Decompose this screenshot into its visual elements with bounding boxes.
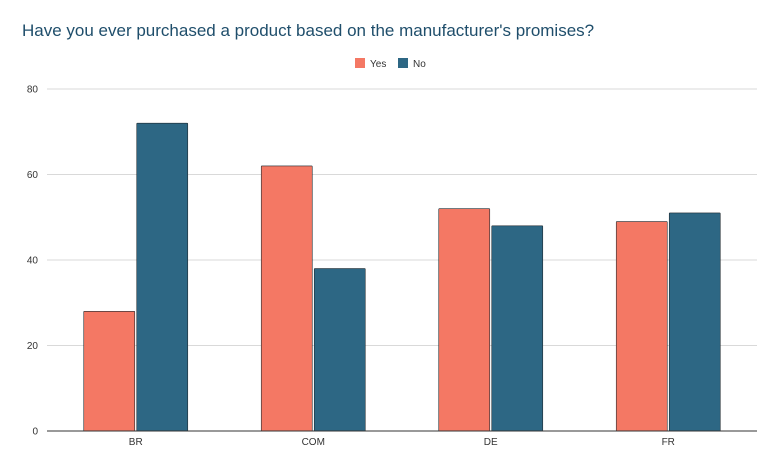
y-tick-label: 0 (32, 427, 38, 438)
bar-no-de (491, 225, 544, 432)
bar-yes-fr (615, 221, 668, 432)
legend-label-no: No (413, 59, 426, 70)
chart-title: Have you ever purchased a product based … (22, 21, 595, 40)
legend-label-yes: Yes (370, 59, 386, 70)
x-tick-label: FR (662, 437, 675, 448)
y-tick-label: 60 (27, 170, 39, 181)
x-tick-label: DE (484, 437, 498, 448)
bar-no-com (313, 268, 366, 432)
bar-yes-de (438, 208, 491, 432)
y-tick-label: 80 (27, 85, 39, 96)
legend: Yes No (355, 58, 426, 70)
y-tick-label: 20 (27, 341, 39, 352)
x-tick-label: COM (302, 437, 325, 448)
y-axis-ticks: 0 20 40 60 80 (27, 85, 39, 438)
y-tick-label: 40 (27, 256, 39, 267)
legend-swatch-no (398, 58, 408, 68)
bar-no-fr (668, 212, 721, 432)
x-axis-ticks: BR COM DE FR (129, 437, 675, 448)
bar-no-br (136, 122, 189, 432)
legend-swatch-yes (355, 58, 365, 68)
bar-yes-br (83, 310, 136, 432)
bars (83, 122, 721, 432)
x-tick-label: BR (129, 437, 143, 448)
bar-yes-com (260, 165, 313, 432)
